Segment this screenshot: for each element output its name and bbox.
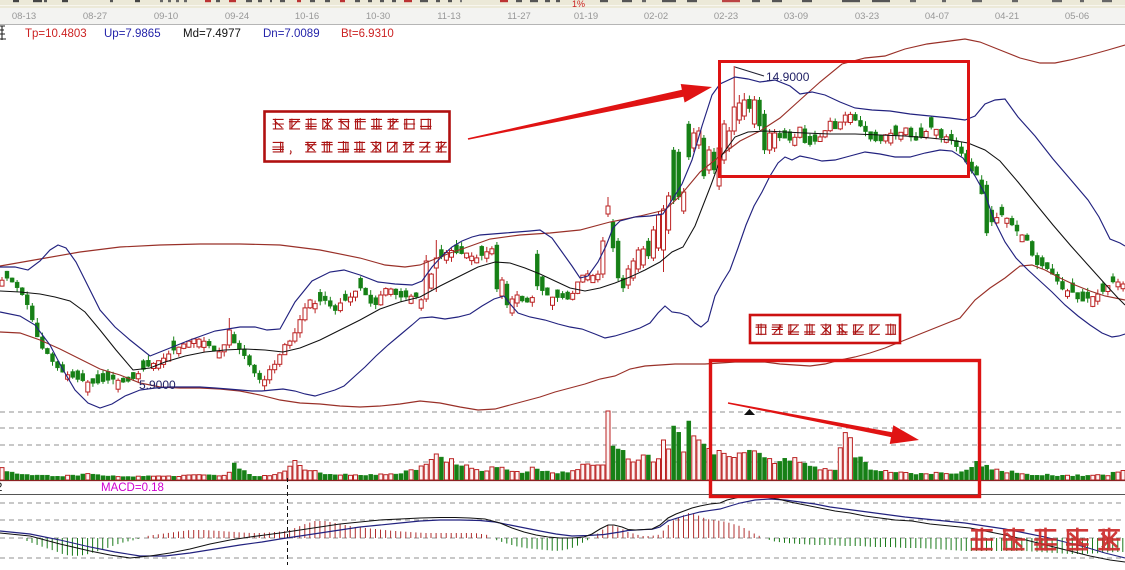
svg-text:09-10: 09-10: [154, 11, 178, 22]
svg-text:11-13: 11-13: [437, 11, 461, 22]
svg-text:09-24: 09-24: [225, 11, 249, 22]
svg-text:08-13: 08-13: [12, 11, 36, 22]
svg-text:10-30: 10-30: [366, 11, 390, 22]
svg-text:05-06: 05-06: [1065, 11, 1089, 22]
svg-text:Tp=10.4803: Tp=10.4803: [25, 28, 87, 40]
svg-text:Md=7.4977: Md=7.4977: [183, 28, 241, 40]
svg-text:14.9000: 14.9000: [766, 70, 810, 84]
svg-text:11-27: 11-27: [507, 11, 531, 22]
svg-text:MACD=0.18: MACD=0.18: [101, 482, 164, 494]
svg-text:08-27: 08-27: [83, 11, 107, 22]
svg-text:10-16: 10-16: [295, 11, 319, 22]
svg-text:02-02: 02-02: [644, 11, 668, 22]
svg-text:Bt=6.9310: Bt=6.9310: [341, 28, 394, 40]
svg-text:02-23: 02-23: [714, 11, 738, 22]
svg-text:5.9000: 5.9000: [139, 378, 176, 392]
svg-text:03-09: 03-09: [784, 11, 808, 22]
svg-text:Dn=7.0089: Dn=7.0089: [263, 28, 320, 40]
svg-text:Up=7.9865: Up=7.9865: [104, 28, 161, 40]
svg-text:03-23: 03-23: [855, 11, 879, 22]
svg-text:2: 2: [0, 482, 2, 494]
svg-text:04-07: 04-07: [925, 11, 949, 22]
svg-text:04-21: 04-21: [995, 11, 1019, 22]
svg-text:1%: 1%: [572, 0, 585, 9]
svg-text:01-19: 01-19: [574, 11, 598, 22]
